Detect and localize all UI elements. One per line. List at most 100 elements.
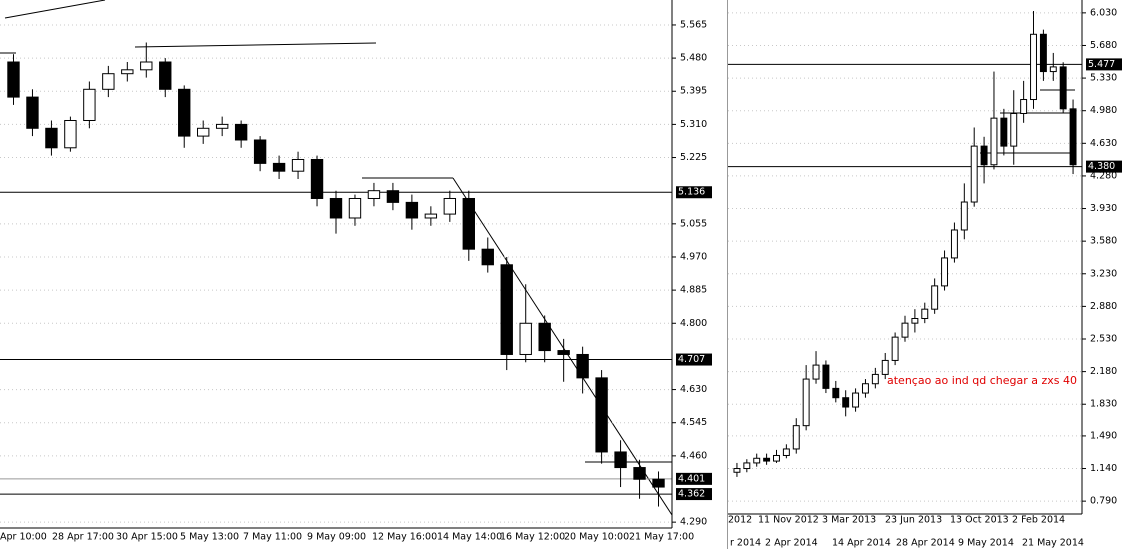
- candle-body: [26, 96, 39, 129]
- y-tick-label: 5.310: [680, 119, 707, 130]
- price-label-box: [1086, 160, 1122, 173]
- candle-body: [633, 467, 646, 480]
- candle-body: [881, 359, 889, 375]
- candle-body: [291, 158, 305, 172]
- candle-body: [871, 373, 879, 385]
- y-tick-label: 4.800: [680, 318, 707, 329]
- candle-body: [990, 117, 998, 166]
- y-tick-label: 4.885: [680, 285, 707, 296]
- y-tick-label: 3.580: [1090, 236, 1117, 247]
- candle-body: [519, 322, 532, 355]
- candle-body: [45, 127, 58, 149]
- candle-body: [367, 190, 381, 199]
- y-tick-label: 3.230: [1090, 268, 1117, 279]
- candle-body: [773, 454, 780, 462]
- candle-body: [386, 190, 400, 203]
- candle-body: [348, 197, 362, 219]
- candle-body: [763, 457, 771, 462]
- candle-body: [812, 364, 820, 380]
- candle-body: [960, 201, 968, 231]
- x-tick-label: 30 Apr 15:00: [116, 532, 178, 543]
- y-tick-label: 5.330: [1090, 73, 1117, 84]
- price-label-box: [676, 472, 712, 485]
- x-tick-label: 13 Oct 2013: [950, 515, 1009, 526]
- y-tick-label: 5.480: [680, 53, 707, 64]
- candle-body: [891, 336, 899, 361]
- y-tick-label: 1.830: [1090, 399, 1117, 410]
- y-tick-label: 6.030: [1090, 7, 1117, 18]
- candle-body: [576, 353, 589, 379]
- y-tick-label: 4.280: [1090, 170, 1117, 181]
- right-plot: atençao ao ind qd chegar a zxs 40 no: [728, 10, 1094, 502]
- candle-body: [557, 350, 570, 355]
- y-tick-label: 1.140: [1090, 463, 1117, 474]
- x-tick-label: 23 Jun 2013: [885, 515, 942, 526]
- candle-body: [500, 264, 513, 355]
- y-tick-label: 2.880: [1090, 301, 1117, 312]
- candle-body: [1020, 99, 1028, 114]
- y-tick-label: 4.980: [1090, 105, 1117, 116]
- candle-body: [253, 139, 267, 164]
- candle-body: [832, 387, 840, 399]
- x-tick-label: 11 Nov 2012: [758, 515, 819, 526]
- drawn-line: [4, 0, 106, 19]
- y-tick-label: 4.290: [680, 517, 707, 528]
- y-tick-label: 2.180: [1090, 366, 1117, 377]
- candle-body: [792, 425, 800, 450]
- candle-body: [197, 127, 210, 137]
- candle-body: [329, 197, 343, 219]
- left-plot: [0, 0, 672, 523]
- candle-body: [970, 145, 978, 203]
- candle-body: [595, 377, 608, 453]
- x-tick-label: 5 May 13:00: [180, 532, 239, 543]
- x-tick-label: 28 Apr 17:00: [52, 532, 114, 543]
- x-tick-label: r 2014: [730, 538, 761, 549]
- price-label: 4.401: [678, 473, 705, 484]
- candle-body: [424, 213, 438, 219]
- candle-body: [1069, 108, 1077, 166]
- trend-line: [452, 177, 672, 516]
- y-tick-label: 4.970: [680, 251, 707, 262]
- y-tick-label: 5.395: [680, 86, 707, 97]
- y-tick-label: 4.630: [1090, 138, 1117, 149]
- candle-body: [462, 197, 475, 250]
- x-tick-label: Apr 10:00: [0, 532, 47, 543]
- candle-body: [405, 201, 419, 219]
- x-tick-label: 16 May 12:00: [500, 532, 565, 543]
- candle-body: [178, 88, 191, 137]
- y-tick-label: 5.680: [1090, 40, 1117, 51]
- price-label-box: [1086, 58, 1122, 71]
- price-label: 5.136: [678, 187, 705, 198]
- candle-body: [822, 364, 830, 389]
- x-tick-label: 2 Feb 2014: [1012, 515, 1065, 526]
- y-tick-label: 5.225: [680, 152, 707, 163]
- candle-body: [743, 462, 751, 470]
- x-tick-label: 14 May 14:00: [437, 532, 502, 543]
- candle-body: [614, 451, 627, 469]
- candle-body: [652, 478, 665, 488]
- candle-body: [272, 162, 286, 172]
- y-tick-label: 4.460: [680, 450, 707, 461]
- candle-body: [931, 285, 939, 310]
- x-tick-label: 7 May 11:00: [243, 532, 302, 543]
- x-tick-label: 9 May 09:00: [307, 532, 366, 543]
- price-label-box: [676, 488, 712, 501]
- candle-body: [1000, 117, 1008, 147]
- candle-body: [753, 457, 761, 464]
- candle-body: [7, 61, 20, 98]
- x-tick-label: 20 May 10:00: [564, 532, 629, 543]
- candle-body: [861, 383, 869, 394]
- candle-body: [64, 119, 77, 149]
- candle-body: [941, 257, 949, 287]
- x-tick-label: 12 May 16:00: [372, 532, 437, 543]
- candle-body: [215, 123, 229, 129]
- candle-body: [950, 229, 958, 259]
- candle-body: [121, 69, 134, 75]
- y-tick-label: 3.930: [1090, 203, 1117, 214]
- candle-body: [159, 61, 172, 90]
- x-tick-label: 21 May 2014: [1022, 538, 1084, 549]
- candle-body: [733, 468, 741, 473]
- x-tick-label: 2 Apr 2014: [765, 538, 818, 549]
- annotation: atençao ao ind qd chegar a zxs 40 no: [887, 374, 1094, 387]
- x-tick-label: 3 Mar 2013: [822, 515, 876, 526]
